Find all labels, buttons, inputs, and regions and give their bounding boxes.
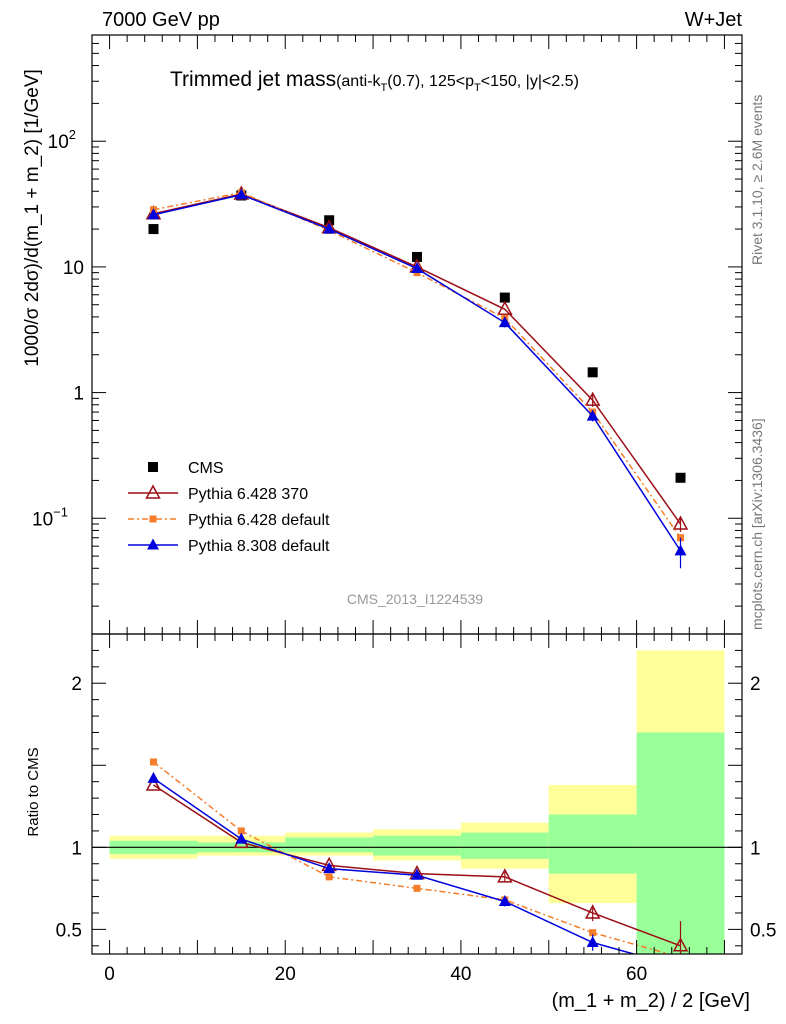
- ratio-data-point: [497, 868, 513, 883]
- legend-label: CMS: [188, 460, 224, 477]
- y-tick-exponent: −1: [53, 504, 68, 519]
- subtitle-subscript: T: [381, 82, 388, 94]
- x-tick-label: 20: [275, 964, 296, 985]
- main-data-point: [675, 472, 686, 483]
- main-series-line: [153, 193, 682, 525]
- x-tick-label: 0: [104, 964, 115, 985]
- ratio-y-tick-label: 2: [71, 674, 82, 695]
- main-ylabel: 1000/σ 2dσ)/d(m_1 + m_2) [1/GeV]: [22, 69, 43, 367]
- main-data-point: [235, 188, 248, 200]
- legend-marker: [149, 515, 157, 523]
- main-data-point: [147, 208, 160, 220]
- title-text: Trimmed jet mass: [170, 68, 336, 91]
- main-data-point: [587, 367, 598, 378]
- ratio-data-point: [413, 884, 421, 892]
- ratio-frame: [91, 633, 743, 955]
- band-inner: [373, 835, 461, 856]
- legend-label: Pythia 6.428 default: [188, 512, 330, 529]
- ratio-data-point: [325, 873, 333, 881]
- ratio-data-point: [498, 894, 511, 906]
- main-data-point: [412, 251, 422, 262]
- band-inner: [460, 832, 549, 859]
- main-data-point: [672, 515, 689, 530]
- ratio-data-point: [677, 953, 685, 954]
- legend-marker: [148, 462, 158, 472]
- ratio-data-point: [323, 862, 336, 874]
- main-data-point: [323, 222, 336, 234]
- legend-marker: [145, 484, 161, 499]
- ratio-data-point: [584, 904, 601, 919]
- mcplots-reference-label: mcplots.cern.ch [arXiv:1306.3436]: [749, 418, 765, 630]
- ratio-series-group: [145, 758, 689, 972]
- header-right-label: W+Jet: [685, 9, 743, 31]
- main-data-point: [499, 292, 510, 303]
- ratio-data-point: [586, 936, 599, 948]
- main-data-point: [674, 544, 687, 556]
- band-inner: [636, 732, 725, 954]
- main-data-point: [497, 300, 513, 316]
- analysis-watermark: CMS_2013_I1224539: [347, 591, 483, 607]
- y-tick-exponent: 2: [69, 127, 76, 142]
- ratio-y-tick-label: 0.5: [56, 920, 82, 941]
- ratio-data-point: [147, 771, 160, 783]
- main-data-point: [584, 391, 601, 406]
- band-inner: [285, 837, 374, 853]
- ratio-data-point: [237, 827, 245, 835]
- header-left-label: 7000 GeV pp: [102, 9, 220, 31]
- ticks-group: 0 20 40 60 10−1 1 10 102 0.5 0.5 1 1 2 2: [32, 34, 776, 985]
- x-tick-label: 40: [450, 964, 471, 985]
- y-tick-label: 1: [73, 384, 84, 405]
- ratio-data-point: [675, 961, 687, 972]
- ratio-xlabel: (m_1 + m_2) / 2 [GeV]: [552, 990, 750, 1012]
- subtitle-text: (anti-kT(0.7), 125<pT<150, |y|<2.5): [336, 73, 579, 94]
- main-series-group: [145, 185, 689, 569]
- ratio-data-point: [589, 929, 597, 937]
- legend-marker: [147, 538, 159, 550]
- ratio-y-tick-label-right: 0.5: [750, 920, 776, 941]
- legend: CMS Pythia 6.428 370 Pythia 6.428 default P…: [128, 460, 330, 555]
- legend-label: Pythia 6.428 370: [188, 486, 308, 503]
- x-tick-label: 60: [626, 964, 647, 985]
- y-tick-label: 10−1: [32, 504, 68, 530]
- main-data-point: [411, 262, 423, 274]
- ratio-data-point: [149, 758, 157, 766]
- ratio-uncertainty-bands: [109, 650, 725, 954]
- ratio-data-point: [235, 832, 248, 844]
- legend-label: Pythia 8.308 default: [188, 538, 330, 555]
- ratio-y-tick-label: 1: [71, 838, 82, 859]
- subtitle-part: (anti-k: [336, 73, 381, 90]
- subtitle-part: (0.7), 125<p: [387, 73, 474, 90]
- ratio-data-point: [411, 868, 423, 880]
- ratio-y-tick-label-right: 2: [750, 674, 761, 695]
- subtitle-subscript: T: [474, 82, 481, 94]
- ratio-y-tick-label-right: 1: [750, 838, 761, 859]
- y-tick-label: 102: [48, 127, 76, 153]
- main-data-point: [498, 316, 511, 328]
- rivet-version-label: Rivet 3.1.10, ≥ 2.6M events: [749, 95, 765, 265]
- ratio-data-point: [145, 776, 162, 791]
- axes-group: [91, 34, 743, 955]
- y-tick-label: 10: [63, 258, 84, 279]
- main-data-point: [586, 409, 599, 421]
- ratio-data-point: [672, 937, 689, 952]
- ratio-ylabel: Ratio to CMS: [25, 747, 42, 836]
- main-data-point: [148, 224, 159, 235]
- subtitle-part: <150, |y|<2.5): [481, 73, 579, 90]
- plot-title: Trimmed jet mass(anti-kT(0.7), 125<pT<15…: [170, 68, 579, 94]
- band-inner: [548, 814, 637, 874]
